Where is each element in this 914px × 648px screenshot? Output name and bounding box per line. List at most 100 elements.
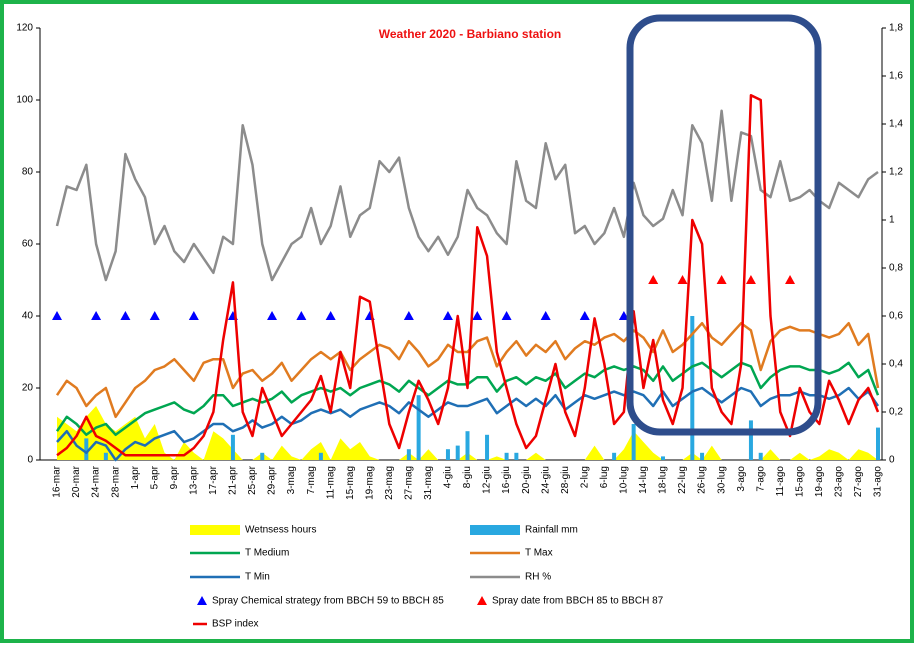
x-tick-label: 11-mag bbox=[325, 466, 336, 499]
x-tick-label: 5-apr bbox=[149, 465, 160, 489]
x-tick-label: 8-giu bbox=[462, 466, 473, 488]
y-tick-label: 0 bbox=[27, 455, 33, 466]
x-tick-label: 7-ago bbox=[755, 466, 766, 492]
x-tick-label: 1-apr bbox=[130, 465, 141, 489]
rain-bar bbox=[748, 420, 753, 460]
rain-bar bbox=[700, 452, 705, 460]
x-tick-label: 22-lug bbox=[677, 466, 688, 494]
x-tick-label: 26-lug bbox=[697, 466, 708, 494]
x-tick-label: 18-lug bbox=[658, 466, 669, 494]
legend-label: Spray date from BBCH 85 to BBCH 87 bbox=[492, 596, 664, 607]
x-tick-label: 20-giu bbox=[521, 466, 532, 494]
legend: Wetnsess hours Rainfall mm T Medium T Max T … bbox=[190, 525, 664, 630]
legend-label: Spray Chemical strategy from BBCH 59 to … bbox=[212, 596, 444, 607]
series-line bbox=[55, 321, 880, 419]
x-tick-label: 16-giu bbox=[501, 466, 512, 494]
spray-marker bbox=[52, 311, 62, 320]
spray-marker bbox=[579, 311, 590, 320]
x-tick-label: 28-mar bbox=[110, 465, 121, 497]
y2-tick-label: 0 bbox=[889, 455, 895, 466]
legend-label: Rainfall mm bbox=[525, 525, 578, 536]
y-tick-label: 120 bbox=[16, 23, 33, 34]
spray-marker bbox=[267, 311, 278, 320]
series-line bbox=[55, 109, 879, 282]
x-tick-label: 6-lug bbox=[599, 466, 610, 488]
x-tick-label: 24-mar bbox=[91, 465, 102, 497]
x-tick-label: 7-mag bbox=[306, 466, 317, 494]
y2-tick-label: 0,2 bbox=[889, 407, 903, 418]
x-tick-label: 13-apr bbox=[188, 465, 199, 495]
spray-marker bbox=[296, 311, 307, 320]
legend-label: Wetnsess hours bbox=[245, 525, 317, 536]
legend-label: T Medium bbox=[245, 548, 289, 559]
x-tick-label: 17-apr bbox=[208, 465, 219, 495]
x-tick-label: 23-ago bbox=[834, 466, 845, 498]
y-tick-label: 40 bbox=[22, 311, 34, 322]
x-tick-label: 11-ago bbox=[775, 466, 786, 497]
rain-bar bbox=[504, 452, 509, 460]
spray-marker bbox=[648, 275, 659, 284]
x-tick-label: 3-mag bbox=[286, 466, 297, 494]
y2-tick-label: 1,4 bbox=[889, 119, 903, 130]
y2-tick-label: 0,8 bbox=[889, 263, 903, 274]
x-tick-label: 10-lug bbox=[619, 466, 630, 494]
spray-marker bbox=[540, 311, 551, 320]
rain-bar bbox=[612, 452, 617, 460]
x-tick-label: 2-lug bbox=[579, 466, 590, 488]
x-tick-label: 31-ago bbox=[873, 466, 884, 498]
spray-marker bbox=[501, 311, 512, 320]
x-tick-label: 31-mag bbox=[423, 466, 434, 500]
x-tick-label: 25-apr bbox=[247, 465, 258, 495]
spray-marker bbox=[677, 275, 688, 284]
x-tick-label: 21-apr bbox=[228, 465, 239, 495]
spray-marker bbox=[785, 275, 796, 284]
rain-bar bbox=[445, 449, 450, 460]
rain-bar bbox=[514, 452, 519, 460]
legend-swatch bbox=[197, 596, 207, 605]
x-tick-label: 19-mag bbox=[364, 466, 375, 500]
y2-tick-label: 0,4 bbox=[889, 359, 903, 370]
series-line bbox=[56, 386, 880, 462]
x-tick-label: 27-mag bbox=[403, 466, 414, 500]
spray-marker bbox=[442, 311, 453, 320]
legend-label: BSP index bbox=[212, 619, 259, 630]
x-tick-label: 16-mar bbox=[52, 465, 63, 497]
spray-marker bbox=[120, 311, 131, 320]
rain-bar bbox=[876, 427, 880, 460]
rain-bar bbox=[84, 438, 89, 460]
rain-bar bbox=[631, 424, 636, 460]
x-tick-label: 20-mar bbox=[71, 465, 82, 497]
y2-tick-label: 1,2 bbox=[889, 167, 903, 178]
x-tick-label: 15-ago bbox=[794, 466, 805, 498]
x-tick-label: 24-giu bbox=[540, 466, 551, 494]
rain-bar bbox=[416, 395, 421, 460]
legend-swatch bbox=[477, 596, 487, 605]
rain-bar bbox=[660, 456, 665, 460]
rain-bar bbox=[690, 316, 695, 460]
spray-marker bbox=[403, 311, 414, 320]
legend-swatch bbox=[470, 525, 520, 535]
y-tick-label: 60 bbox=[22, 239, 34, 250]
y2-tick-label: 1,6 bbox=[889, 71, 903, 82]
rain-bar bbox=[260, 452, 265, 460]
rain-bar bbox=[230, 434, 235, 460]
rain-bar bbox=[406, 449, 411, 460]
rain-bar bbox=[455, 445, 460, 460]
y2-tick-label: 1 bbox=[889, 215, 895, 226]
legend-label: T Max bbox=[525, 548, 553, 559]
rain-bar bbox=[758, 452, 763, 460]
x-tick-label: 23-mag bbox=[384, 466, 395, 500]
x-tick-label: 14-lug bbox=[638, 466, 649, 494]
y2-tick-label: 0,6 bbox=[889, 311, 903, 322]
legend-label: T Min bbox=[245, 572, 270, 583]
rain-bar bbox=[485, 434, 490, 460]
rain-bar bbox=[465, 431, 470, 460]
x-tick-label: 12-giu bbox=[482, 466, 493, 494]
legend-swatch bbox=[190, 525, 240, 535]
x-tick-label: 9-apr bbox=[169, 465, 180, 489]
x-tick-label: 15-mag bbox=[345, 466, 356, 500]
spray-marker bbox=[325, 311, 336, 320]
rain-bar bbox=[103, 452, 108, 460]
